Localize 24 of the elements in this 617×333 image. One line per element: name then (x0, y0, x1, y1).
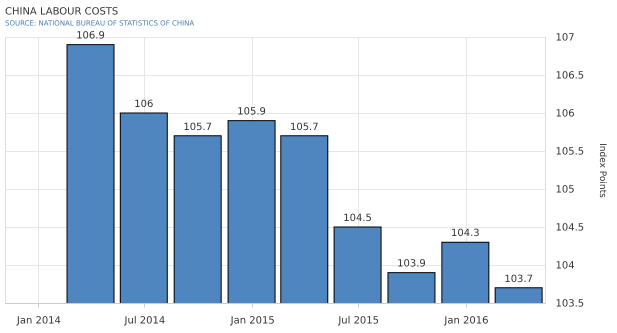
y-tick-label: 106 (556, 108, 575, 120)
data-label: 105.7 (290, 122, 319, 133)
y-tick-label: 103.5 (556, 298, 584, 310)
y-tick-label: 106.5 (556, 70, 584, 82)
x-tick-label: Jan 2014 (16, 316, 61, 326)
y-tick-label: 104 (556, 260, 575, 272)
chart-title: CHINA LABOUR COSTS (5, 6, 118, 18)
y-tick-label: 105 (556, 184, 575, 196)
y-tick-label: 105.5 (556, 146, 584, 158)
data-label: 103.9 (397, 258, 426, 270)
data-label: 104.3 (451, 228, 480, 240)
data-label: 105.9 (237, 106, 266, 118)
data-label: 103.7 (504, 274, 533, 285)
x-tick-label: Jul 2014 (124, 316, 166, 326)
y-axis-title: Index Points (597, 143, 608, 198)
x-tick-label: Jul 2015 (337, 316, 380, 326)
data-label: 106 (134, 99, 154, 110)
data-label: 104.5 (343, 213, 372, 224)
data-label: 105.7 (183, 122, 212, 133)
x-tick-label: Jan 2015 (230, 316, 275, 326)
data-label: 106.9 (76, 30, 105, 42)
x-tick-label: Jan 2016 (443, 316, 488, 326)
y-tick-label: 104.5 (556, 222, 584, 234)
y-tick-label: 107 (556, 32, 575, 44)
